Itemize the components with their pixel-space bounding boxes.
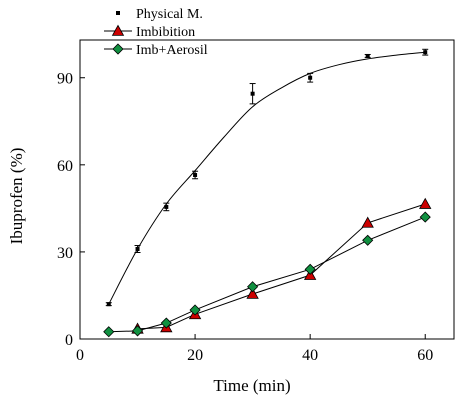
series-line-imbibition bbox=[137, 203, 426, 330]
x-axis-title: Time (min) bbox=[213, 376, 290, 395]
series-line-imb-aerosil bbox=[108, 216, 426, 333]
y-axis-title: Ibuprofen (%) bbox=[7, 148, 26, 245]
data-point-imb-aerosil bbox=[362, 234, 374, 246]
data-point-physical-m bbox=[164, 204, 169, 209]
legend-item-imb-aerosil: Imb+Aerosil bbox=[104, 43, 208, 58]
series-physical-m bbox=[105, 48, 429, 307]
legend: Physical M. Imbibition Imb+Aerosil bbox=[104, 7, 208, 58]
series-imb-aerosil bbox=[103, 211, 431, 338]
y-tick-label: 90 bbox=[57, 71, 73, 88]
data-point-imbibition bbox=[361, 216, 374, 228]
data-point-imb-aerosil bbox=[419, 211, 431, 223]
data-point-imb-aerosil bbox=[304, 263, 316, 275]
y-tick-label: 60 bbox=[57, 158, 73, 175]
series-line-physical-m bbox=[108, 51, 426, 305]
x-tick-label: 0 bbox=[76, 347, 84, 364]
legend-marker-imb-aerosil bbox=[112, 43, 124, 55]
legend-label-physical-m: Physical M. bbox=[136, 7, 203, 22]
y-tick-label: 30 bbox=[57, 245, 73, 262]
axis-ticks: 0 20 40 60 0 30 60 90 bbox=[57, 71, 433, 364]
x-tick-label: 40 bbox=[302, 347, 318, 364]
series-imbibition bbox=[131, 197, 432, 334]
plot-frame bbox=[79, 39, 455, 340]
data-point-physical-m bbox=[250, 91, 255, 96]
legend-label-imb-aerosil: Imb+Aerosil bbox=[136, 43, 208, 58]
data-point-imb-aerosil bbox=[160, 317, 172, 329]
data-point-imb-aerosil bbox=[189, 304, 201, 316]
data-point-imb-aerosil bbox=[103, 326, 115, 338]
x-tick-label: 20 bbox=[187, 347, 203, 364]
data-point-physical-m bbox=[308, 75, 313, 80]
y-tick-label: 0 bbox=[65, 332, 73, 349]
legend-label-imbibition: Imbibition bbox=[136, 25, 195, 40]
data-series bbox=[103, 48, 432, 338]
data-point-physical-m bbox=[193, 172, 198, 177]
legend-item-physical-m: Physical M. bbox=[116, 7, 203, 22]
legend-marker-physical-m bbox=[116, 11, 120, 15]
legend-marker-imbibition bbox=[111, 24, 125, 36]
data-point-physical-m bbox=[106, 302, 111, 307]
data-point-physical-m bbox=[365, 53, 370, 58]
data-point-imb-aerosil bbox=[131, 325, 144, 337]
data-point-imb-aerosil bbox=[247, 281, 259, 293]
legend-item-imbibition: Imbibition bbox=[104, 24, 195, 40]
data-point-imbibition bbox=[419, 197, 432, 209]
data-point-imbibition bbox=[246, 287, 259, 299]
data-point-physical-m bbox=[423, 50, 428, 55]
axes bbox=[79, 39, 455, 340]
data-point-physical-m bbox=[135, 247, 140, 252]
x-tick-label: 60 bbox=[417, 347, 433, 364]
